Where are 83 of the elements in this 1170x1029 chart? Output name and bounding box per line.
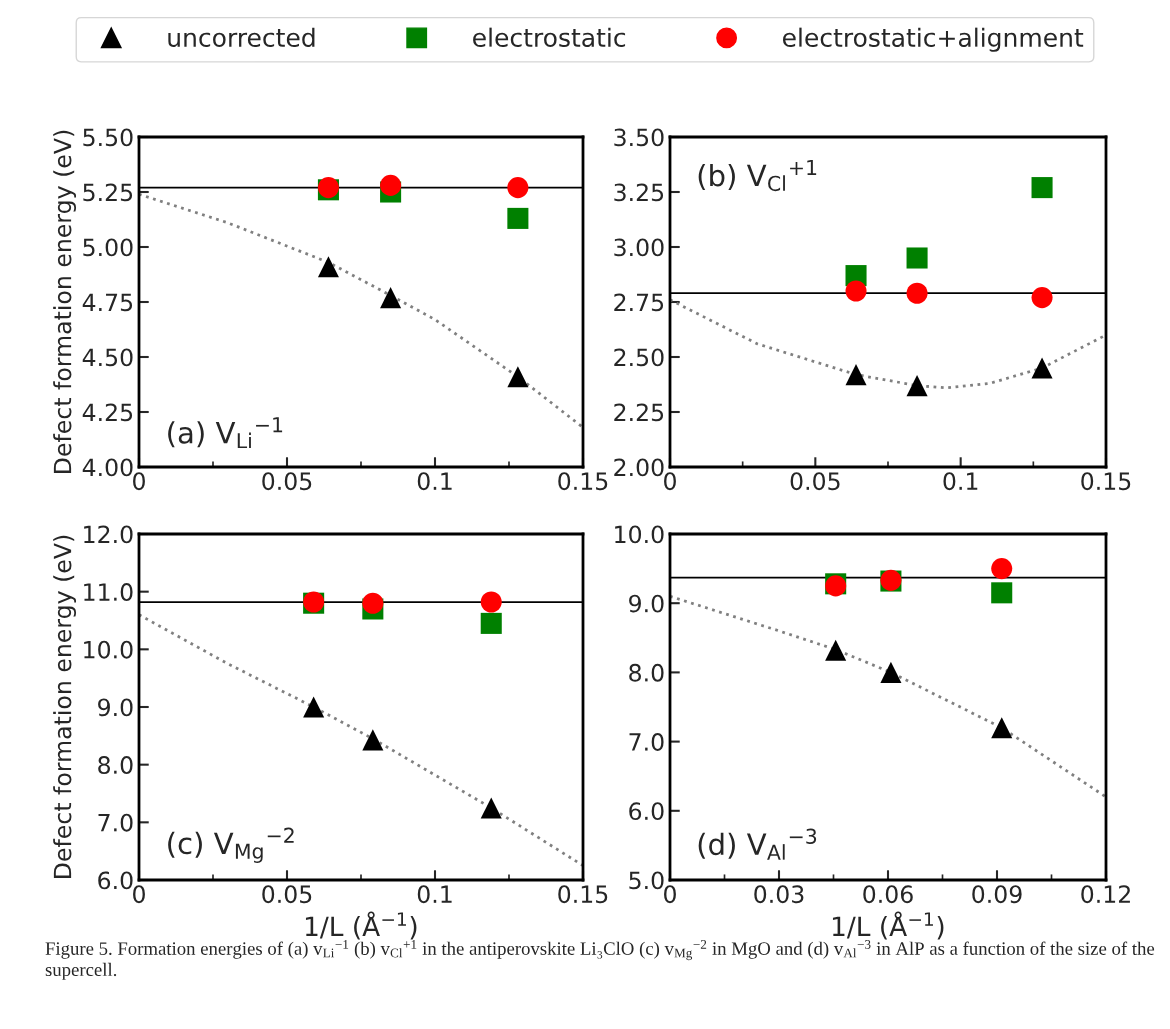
- y-tick-label: 2.25: [614, 403, 664, 422]
- point: [1031, 287, 1053, 309]
- point: [507, 207, 529, 229]
- point: [1031, 177, 1053, 199]
- x-tick-label: 0.05: [262, 472, 312, 491]
- annotation: (d) V$_{Al}$$^{−3}$: [698, 828, 817, 860]
- y-tick-label: 4.25: [82, 403, 133, 422]
- point: [825, 639, 847, 661]
- annotation: (b) V$_{Cl}$$^{+1}$: [698, 160, 817, 192]
- legend-label: uncorrected: [168, 27, 315, 47]
- point: [380, 174, 402, 196]
- y-tick-label: 10.0: [84, 640, 133, 659]
- y-tick-label: 9.0: [98, 698, 133, 717]
- line-series: [139, 613, 583, 867]
- y-tick-label: 2.75: [614, 293, 664, 312]
- y-tick-label: 4.00: [82, 458, 133, 477]
- point: [480, 797, 502, 819]
- y-axis-title: Defect formation energy (eV): [53, 535, 77, 878]
- point: [303, 696, 325, 718]
- y-tick-label: 5.00: [83, 238, 133, 257]
- y-tick-label: 5.50: [83, 128, 133, 147]
- legend-label: electrostatic+alignment: [782, 27, 1084, 52]
- point: [507, 177, 529, 199]
- y-tick-label: 3.50: [614, 128, 664, 147]
- x-tick-label: 0.09: [972, 885, 1022, 904]
- x-axis-title: 1/L (Å$^{−1}$): [305, 911, 417, 940]
- y-tick-label: 8.0: [98, 756, 133, 774]
- x-tick-label: 0.05: [790, 472, 840, 491]
- x-tick-label: 0: [133, 472, 145, 491]
- point: [845, 364, 867, 386]
- point: [906, 282, 928, 304]
- y-tick-label: 2.00: [614, 458, 664, 477]
- y-axis-title: Defect formation energy (eV): [53, 130, 77, 473]
- point: [880, 661, 902, 683]
- y-tick-label: 3.25: [614, 183, 664, 202]
- y-tick-label: 6.0: [629, 802, 664, 821]
- x-tick-label: 0.05: [262, 885, 312, 904]
- point: [906, 247, 928, 269]
- x-tick-label: 0.12: [1081, 885, 1130, 904]
- y-tick-label: 4.75: [82, 293, 133, 312]
- point: [380, 287, 402, 309]
- x-tick-label: 0.15: [558, 885, 608, 904]
- x-tick-label: 0.1: [417, 885, 452, 904]
- annotation: (a) V$_{Li}$$^{−1}$: [168, 417, 283, 449]
- line-series: [670, 594, 1106, 799]
- point: [362, 592, 384, 614]
- point: [991, 717, 1013, 739]
- point: [480, 591, 502, 613]
- point: [317, 256, 339, 278]
- y-tick-label: 9.0: [629, 594, 664, 613]
- point: [480, 612, 502, 634]
- y-tick-label: 5.0: [629, 871, 664, 890]
- y-tick-label: 5.25: [83, 183, 133, 202]
- x-axis-title: 1/L (Å$^{−1}$): [832, 911, 944, 940]
- point: [362, 729, 384, 751]
- y-tick-label: 3.00: [614, 238, 664, 257]
- y-tick-label: 8.0: [629, 663, 664, 682]
- point: [991, 558, 1013, 580]
- y-tick-label: 11.0: [84, 583, 133, 601]
- point: [991, 582, 1013, 604]
- y-tick-label: 10.0: [615, 525, 664, 544]
- legend-label: electrostatic: [473, 27, 626, 47]
- x-tick-label: 0.03: [754, 885, 804, 904]
- point: [845, 280, 867, 302]
- x-tick-label: 0: [664, 885, 676, 904]
- x-tick-label: 0.15: [558, 472, 608, 491]
- x-tick-label: 0.15: [1081, 472, 1131, 491]
- y-tick-label: 7.0: [98, 813, 133, 832]
- x-tick-label: 0: [664, 472, 676, 491]
- x-tick-label: 0: [133, 885, 145, 904]
- y-tick-label: 12.0: [84, 525, 133, 544]
- x-tick-label: 0.1: [417, 472, 452, 491]
- annotation: (c) V$_{Mg}$$^{−2}$: [168, 827, 294, 863]
- y-tick-label: 4.50: [82, 348, 133, 367]
- point: [507, 366, 529, 388]
- y-tick-label: 7.0: [629, 733, 664, 751]
- point: [1031, 357, 1053, 379]
- text: Figure 5. Formation energies of (a) v$_{Li}$$^{−1}$ (b) v$_{Cl}$$^{+1}$ in the antiperovskite Li₃ClO (c) v$_{Mg}$$^{−2}$ in MgO and (d) v$_{Al}$$^{−3}$ in AlP as a function of the size of the supercell.: [45, 940, 1155, 980]
- x-tick-label: 0.06: [863, 885, 913, 904]
- y-tick-label: 2.50: [614, 348, 664, 367]
- point: [906, 375, 928, 397]
- y-tick-label: 6.0: [98, 871, 133, 890]
- x-tick-label: 0.1: [943, 472, 978, 491]
